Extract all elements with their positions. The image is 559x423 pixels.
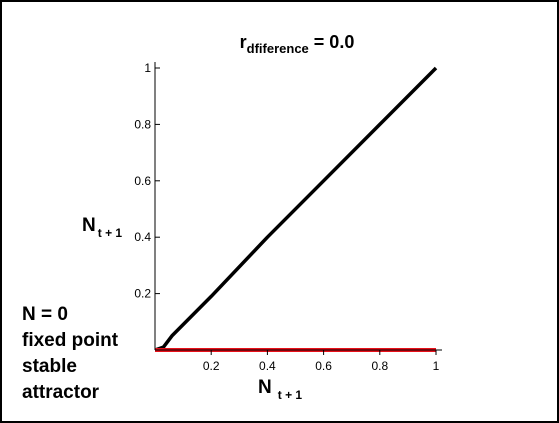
annotation-line-2: fixed point bbox=[22, 330, 119, 351]
axes-layer bbox=[154, 62, 442, 351]
series-layer bbox=[154, 66, 438, 352]
y-tick-label-0: 0.2 bbox=[134, 287, 151, 301]
x-tick-label-4: 1 bbox=[433, 359, 440, 373]
x-tick-label-2: 0.6 bbox=[315, 359, 332, 373]
chart-title: rdfiference = 0.0 bbox=[240, 32, 355, 56]
annotation-line-4: attractor bbox=[22, 382, 100, 403]
y-tick-label-4: 1 bbox=[144, 61, 151, 75]
x-tick-label-1: 0.4 bbox=[259, 359, 276, 373]
x-tick-label-3: 0.8 bbox=[371, 359, 388, 373]
annotation-line-3: stable bbox=[22, 356, 77, 377]
series-line-0 bbox=[154, 66, 438, 352]
y-tick-label-3: 0.8 bbox=[134, 117, 151, 131]
y-tick-label-1: 0.4 bbox=[134, 230, 151, 244]
x-tick-label-0: 0.2 bbox=[203, 359, 220, 373]
y-tick-label-2: 0.6 bbox=[134, 174, 151, 188]
annotation-line-1: N = 0 bbox=[22, 304, 68, 325]
fixed-point-annotation: N = 0 fixed point stable attractor bbox=[22, 302, 118, 406]
ticks-layer: 0.2 0.4 0.6 0.8 1 0.2 0.4 0.6 0.8 1 bbox=[134, 61, 439, 373]
